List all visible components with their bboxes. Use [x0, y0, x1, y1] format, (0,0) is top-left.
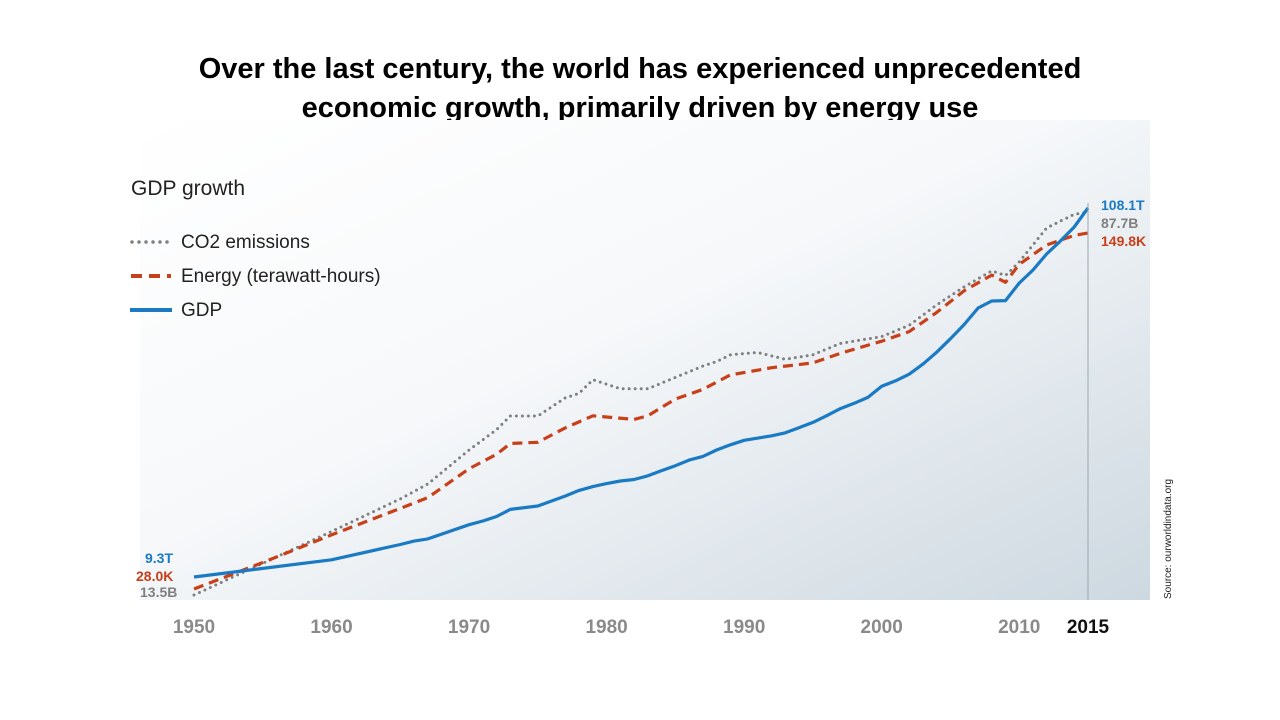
chart-title: Over the last century, the world has exp…: [140, 50, 1140, 128]
legend-swatch-co2: [130, 240, 172, 244]
chart-subtitle: GDP growth: [131, 177, 245, 200]
source-note: Source: ourworldindata.org: [1163, 478, 1174, 599]
start-label-energy: 28.0K: [136, 568, 174, 584]
legend-label-energy: Energy (terawatt-hours): [181, 266, 381, 287]
x-tick-label-1990: 1990: [723, 617, 765, 638]
start-label-co2: 13.5B: [140, 584, 178, 600]
legend-label-co2: CO2 emissions: [181, 232, 310, 253]
plot-background: [140, 120, 1150, 600]
x-tick-label-2015: 2015: [1067, 617, 1110, 638]
chart-title-line-2: economic growth, primarily driven by ene…: [301, 92, 979, 124]
x-tick-label-1970: 1970: [448, 617, 490, 638]
x-tick-label-2000: 2000: [861, 617, 903, 638]
legend-swatch-energy: [131, 274, 171, 278]
end-label-gdp: 108.1T: [1101, 197, 1145, 213]
x-tick-label-2010: 2010: [998, 617, 1040, 638]
x-tick-label-1960: 1960: [310, 617, 352, 638]
end-label-co2: 87.7B: [1101, 215, 1139, 231]
x-tick-label-1980: 1980: [585, 617, 627, 638]
series-line-gdp: [193, 207, 1090, 579]
chart-title-line-1: Over the last century, the world has exp…: [198, 53, 1082, 85]
x-tick-label-1950: 1950: [173, 617, 215, 638]
end-label-energy: 149.8K: [1101, 233, 1147, 249]
legend-swatch-gdp: [130, 308, 172, 312]
series-line-co2: [192, 210, 1090, 597]
start-label-gdp: 9.3T: [145, 550, 174, 566]
legend-label-gdp: GDP: [181, 300, 223, 321]
